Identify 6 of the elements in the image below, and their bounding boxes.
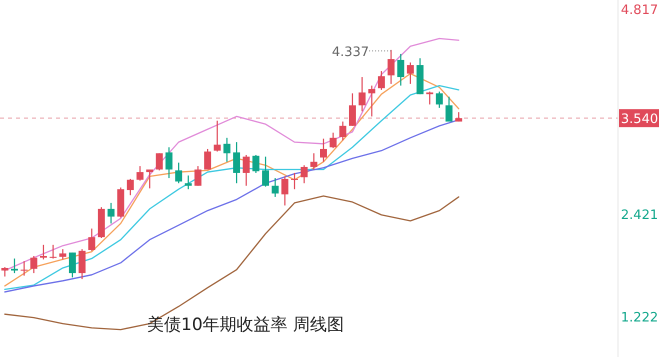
y-tick-label: 4.817 [620,2,658,18]
text: 美债10年期收益率 周线图 [147,315,344,335]
y-tick-label: 1.222 [620,310,658,326]
ref-line-label: 3.540 [620,112,658,128]
annotation: 4.337 [332,44,370,60]
y-tick-label: 2.421 [620,208,658,223]
